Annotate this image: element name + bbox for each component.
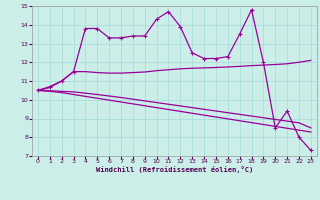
X-axis label: Windchill (Refroidissement éolien,°C): Windchill (Refroidissement éolien,°C) [96, 166, 253, 173]
